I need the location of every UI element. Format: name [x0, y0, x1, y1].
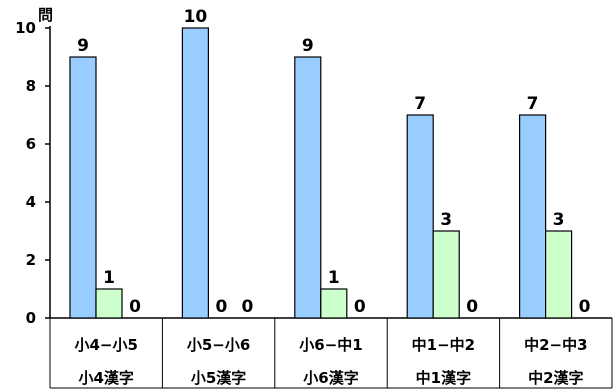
bar: [95, 288, 123, 319]
data-label: 9: [77, 36, 89, 56]
bars: [69, 27, 573, 319]
data-label: 9: [302, 36, 314, 56]
data-label: 3: [440, 210, 452, 230]
category-label-line1: 中1−中2: [412, 336, 475, 354]
data-label: 0: [579, 297, 591, 317]
data-label: 0: [466, 297, 478, 317]
data-label: 1: [103, 268, 115, 288]
category-label-line2: 小6漢字: [303, 369, 358, 387]
data-label: 0: [215, 297, 227, 317]
bar: [406, 114, 434, 319]
y-tick-label: 2: [26, 251, 36, 269]
data-label: 0: [241, 297, 253, 317]
data-label: 0: [354, 297, 366, 317]
category-label-line1: 小5−小6: [187, 336, 250, 354]
y-tick-label: 0: [26, 309, 36, 327]
bar: [320, 288, 348, 319]
y-tick-label: 8: [26, 77, 36, 95]
category-label-line2: 小5漢字: [191, 369, 246, 387]
bar: [432, 230, 460, 319]
data-label: 1: [328, 268, 340, 288]
category-label-line2: 中1漢字: [416, 369, 471, 387]
data-label: 3: [553, 210, 565, 230]
category-label-line2: 中2漢字: [528, 369, 583, 387]
y-axis-unit-label: 問: [38, 6, 53, 24]
bar: [544, 230, 573, 319]
category-labels: 小4−小5 小4漢字 小5−小6 小5漢字 小6−中1 小6漢字 中1−中2 中1漢字 中2−中…: [74, 336, 587, 387]
bar: [181, 27, 209, 319]
data-label: 7: [527, 94, 539, 114]
data-label: 0: [129, 297, 141, 317]
y-tick-label: 4: [26, 193, 36, 211]
bar: [518, 114, 547, 319]
bar: [294, 56, 322, 319]
y-tick-label: 10: [15, 19, 36, 37]
category-label-line2: 小4漢字: [78, 369, 133, 387]
y-tick-label: 6: [26, 135, 36, 153]
category-label-line1: 小6−中1: [299, 336, 362, 354]
category-label-line1: 中2−中3: [524, 336, 587, 354]
data-label: 7: [414, 94, 426, 114]
data-label: 10: [184, 7, 208, 27]
category-label-line1: 小4−小5: [74, 336, 137, 354]
bar: [69, 56, 97, 319]
